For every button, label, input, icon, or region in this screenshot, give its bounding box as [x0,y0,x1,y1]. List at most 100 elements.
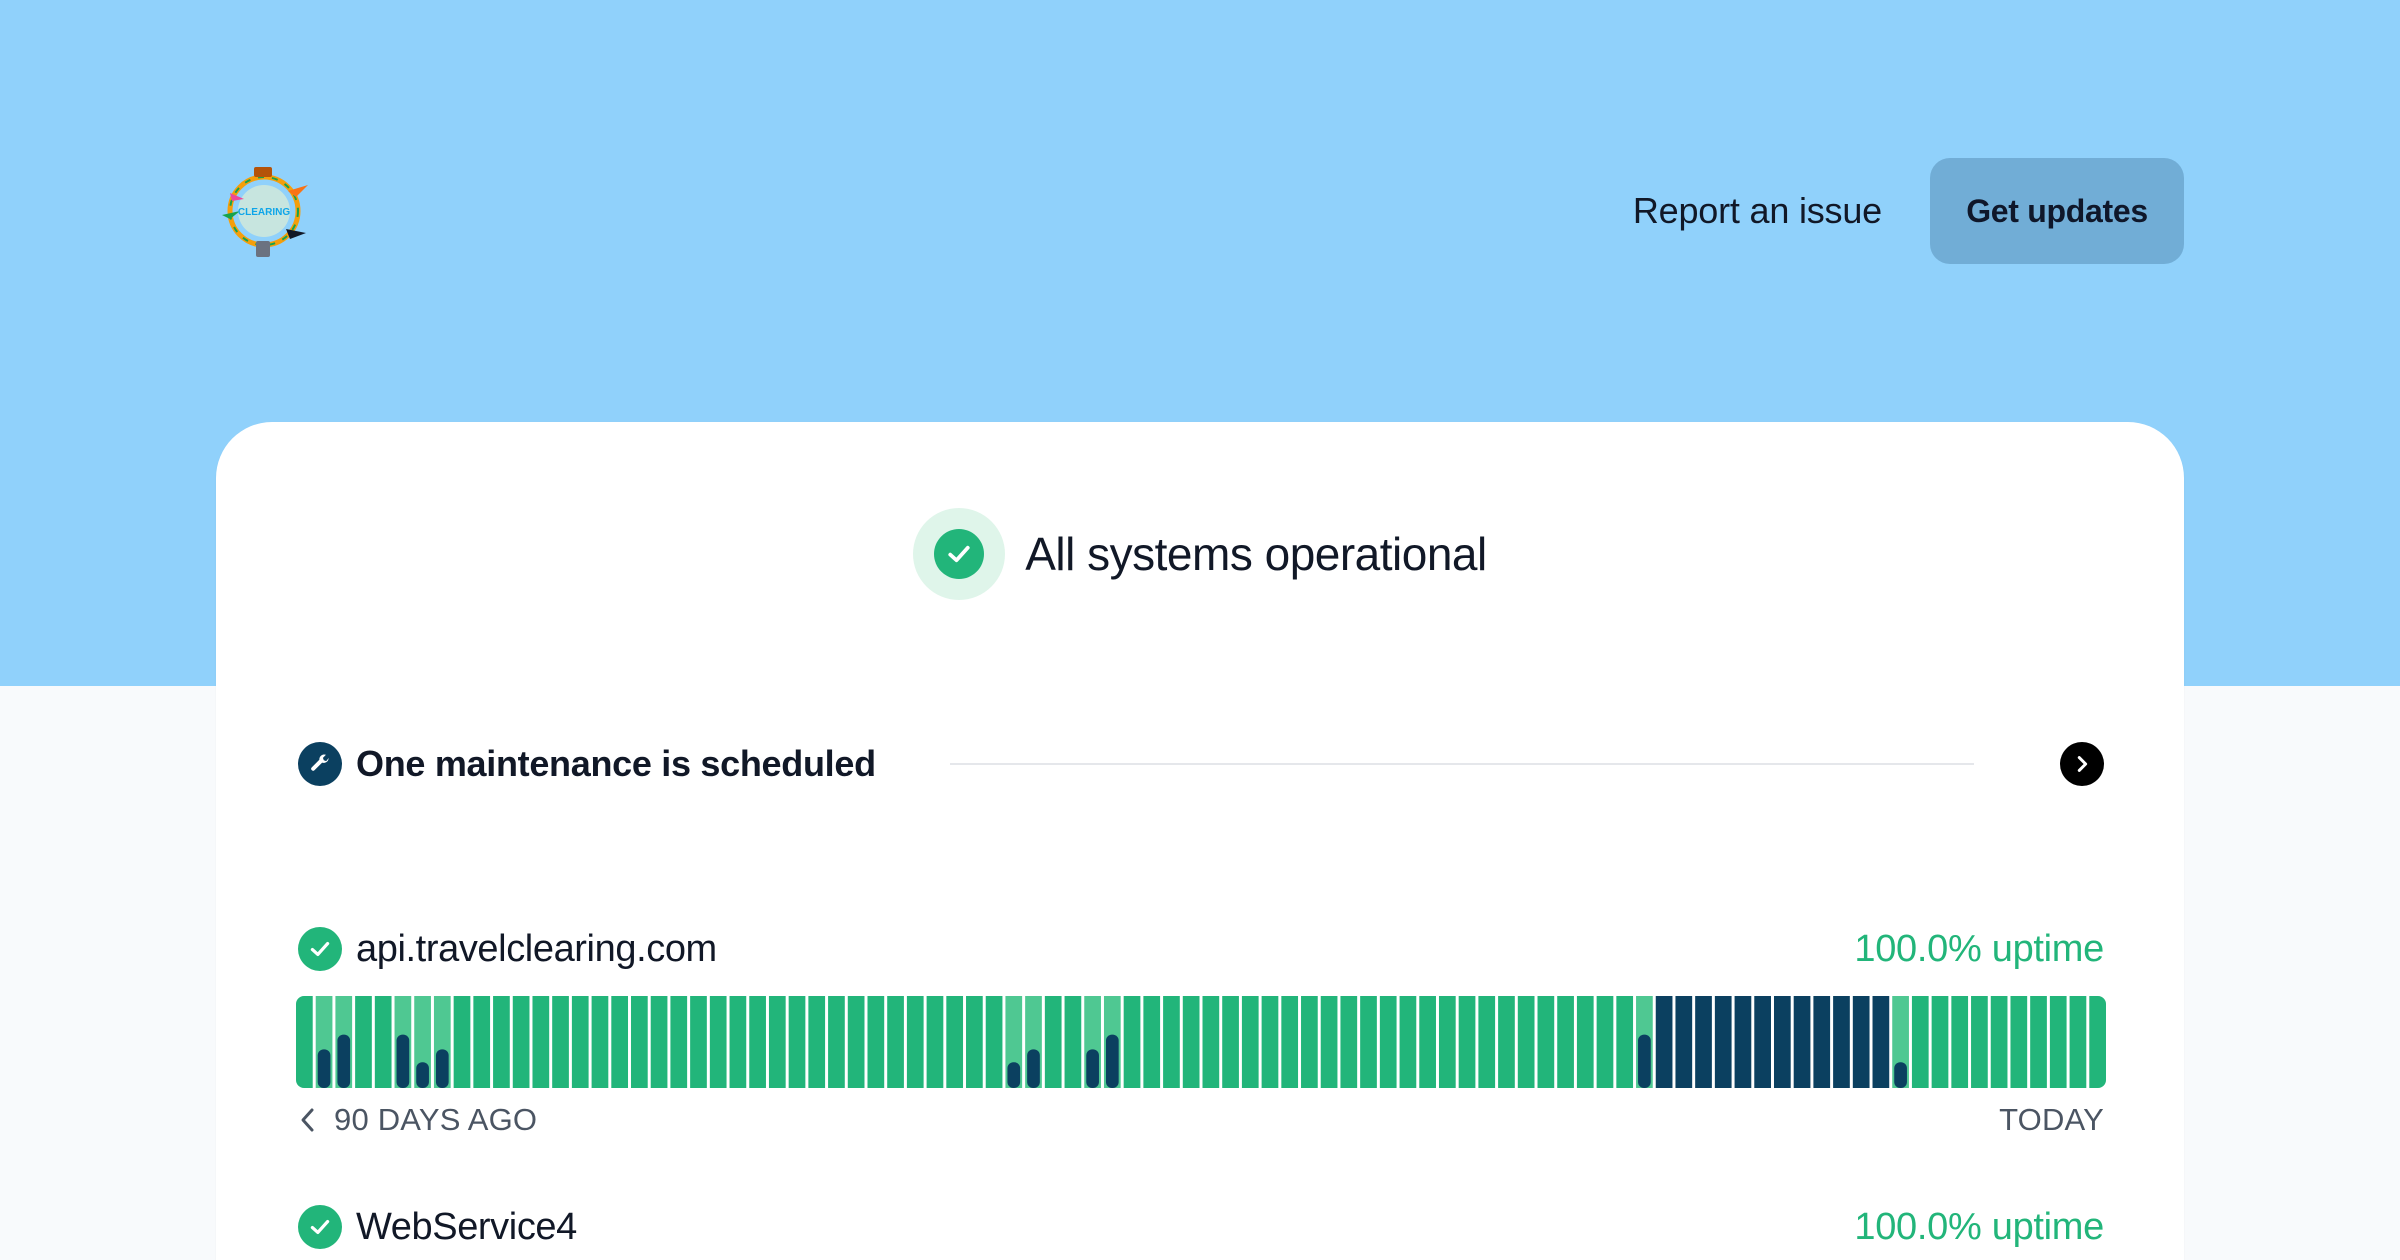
uptime-day-bar[interactable] [631,996,648,1088]
uptime-day-bar[interactable] [1163,996,1180,1088]
uptime-day-bar[interactable] [611,996,629,1088]
uptime-day-bar[interactable] [788,996,806,1088]
uptime-day-bar[interactable] [512,996,530,1088]
uptime-day-bar[interactable] [1557,996,1574,1088]
uptime-day-bar[interactable] [2010,996,2028,1088]
uptime-day-bar[interactable] [1793,996,1811,1088]
uptime-day-bar[interactable] [847,996,865,1088]
uptime-label: 100.0% uptime [1854,1205,2104,1248]
maintenance-marker [1027,1049,1040,1088]
uptime-day-bar[interactable] [1517,996,1535,1088]
uptime-day-bar[interactable] [1044,996,1062,1088]
wrench-icon [298,742,342,786]
uptime-day-bar[interactable] [1478,996,1496,1088]
uptime-day-bar[interactable] [887,996,904,1088]
uptime-day-bar[interactable] [1281,996,1299,1088]
maintenance-marker [416,1062,429,1088]
uptime-day-bar[interactable] [1340,996,1358,1088]
check-circle-icon [298,1205,342,1249]
chevron-right-icon[interactable] [2060,742,2104,786]
uptime-day-bar[interactable] [1576,996,1594,1088]
uptime-day-bar[interactable] [1931,996,1949,1088]
uptime-day-bar[interactable] [1734,996,1752,1088]
uptime-day-bar[interactable] [1438,996,1456,1088]
company-logo[interactable]: CLEARING [216,153,312,269]
maintenance-marker [337,1034,351,1088]
uptime-day-bar[interactable] [1990,996,2008,1088]
uptime-day-bar[interactable] [1773,996,1791,1088]
uptime-day-bar[interactable] [1241,996,1259,1088]
uptime-day-bar[interactable] [1596,996,1614,1088]
uptime-day-bar[interactable] [1852,996,1870,1088]
uptime-day-bar[interactable] [1872,996,1890,1088]
uptime-day-bar[interactable] [1675,996,1693,1088]
uptime-day-bar[interactable] [768,996,786,1088]
uptime-day-bar[interactable] [1714,996,1732,1088]
uptime-day-bar[interactable] [926,996,944,1088]
overall-status: All systems operational [216,508,2184,600]
uptime-day-bar[interactable] [473,996,491,1088]
uptime-day-bar[interactable] [650,996,668,1088]
uptime-day-bar[interactable] [355,996,372,1088]
uptime-day-bar[interactable] [493,996,510,1088]
uptime-day-bar[interactable] [453,996,471,1088]
uptime-day-bar[interactable] [1458,996,1476,1088]
uptime-day-bar[interactable] [591,996,609,1088]
uptime-day-bar[interactable] [1143,996,1161,1088]
uptime-bars[interactable] [296,996,2106,1088]
uptime-day-bar[interactable] [1123,996,1141,1088]
uptime-day-bar[interactable] [2069,996,2087,1088]
uptime-chart [296,996,2106,1088]
uptime-day-bar[interactable] [1655,996,1673,1088]
uptime-day-bar[interactable] [1182,996,1200,1088]
uptime-day-bar[interactable] [966,996,983,1088]
uptime-day-bar[interactable] [1951,996,1969,1088]
check-circle-icon [298,927,342,971]
uptime-day-bar[interactable] [749,996,766,1088]
uptime-day-bar[interactable] [532,996,550,1088]
uptime-day-bar[interactable] [552,996,569,1088]
uptime-day-bar[interactable] [1498,996,1515,1088]
uptime-day-bar[interactable] [828,996,845,1088]
uptime-day-bar[interactable] [2049,996,2067,1088]
uptime-day-bar[interactable] [1971,996,1988,1088]
header-actions: Report an issue Get updates [1633,158,2184,264]
uptime-day-bar[interactable] [1261,996,1279,1088]
uptime-day-bar[interactable] [867,996,885,1088]
uptime-day-bar[interactable] [571,996,589,1088]
uptime-day-bar[interactable] [1320,996,1338,1088]
uptime-day-bar[interactable] [1301,996,1318,1088]
uptime-day-bar[interactable] [690,996,707,1088]
uptime-day-bar[interactable] [1695,996,1712,1088]
uptime-day-bar[interactable] [2089,996,2106,1088]
range-start[interactable]: 90 DAYS AGO [298,1102,537,1138]
uptime-day-bar[interactable] [1616,996,1634,1088]
uptime-day-bar[interactable] [1754,996,1771,1088]
uptime-day-bar[interactable] [808,996,826,1088]
uptime-day-bar[interactable] [1399,996,1417,1088]
status-card: All systems operational One maintenance … [216,422,2184,1260]
uptime-day-bar[interactable] [1813,996,1831,1088]
uptime-day-bar[interactable] [374,996,392,1088]
chevron-left-icon[interactable] [298,1106,318,1134]
uptime-day-bar[interactable] [946,996,964,1088]
uptime-day-bar[interactable] [985,996,1003,1088]
get-updates-button[interactable]: Get updates [1930,158,2184,264]
uptime-day-bar[interactable] [906,996,924,1088]
uptime-day-bar[interactable] [1419,996,1436,1088]
uptime-day-bar[interactable] [1833,996,1850,1088]
uptime-day-bar[interactable] [1202,996,1220,1088]
uptime-day-bar[interactable] [1379,996,1397,1088]
report-issue-link[interactable]: Report an issue [1632,190,1882,231]
uptime-day-bar[interactable] [1222,996,1239,1088]
uptime-day-bar[interactable] [709,996,727,1088]
uptime-day-bar[interactable] [1360,996,1377,1088]
uptime-day-bar[interactable] [1911,996,1929,1088]
uptime-day-bar[interactable] [1537,996,1555,1088]
uptime-day-bar[interactable] [296,996,313,1088]
uptime-day-bar[interactable] [1064,996,1082,1088]
uptime-day-bar[interactable] [729,996,747,1088]
uptime-day-bar[interactable] [2030,996,2047,1088]
uptime-day-bar[interactable] [670,996,688,1088]
maintenance-banner[interactable]: One maintenance is scheduled [298,734,2104,794]
